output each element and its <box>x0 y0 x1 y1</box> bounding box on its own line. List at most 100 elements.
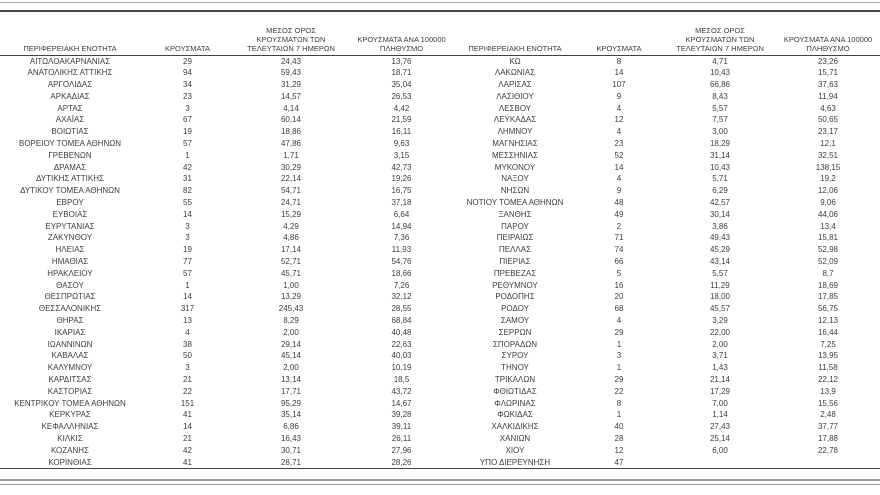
avg7-cell: 17,71 <box>280 386 302 396</box>
table-row: ΗΜΑΘΙΑΣ 77 52,71 54,76 <box>0 256 456 268</box>
avg7-cell: 30,14 <box>709 209 731 219</box>
avg7-cell: 31,14 <box>709 150 731 160</box>
avg7-cell: 11,29 <box>710 280 730 290</box>
region-cell: ΓΡΕΒΕΝΩΝ <box>48 150 92 160</box>
cases-cell: 38 <box>183 339 192 349</box>
avg7-cell: 30,71 <box>280 445 302 455</box>
table-row: ΛΕΥΚΑΔΑΣ 12 7,57 50,65 <box>456 114 880 126</box>
region-cell: ΙΚΑΡΙΑΣ <box>54 327 86 337</box>
column-header-region: ΠΕΡΙΦΕΡΕΙΑΚΗ ΕΝΟΤΗΤΑ <box>0 13 140 56</box>
table-row: ΛΑΣΙΘΙΟΥ 9 8,43 11,94 <box>456 91 880 103</box>
per100k-cell: 23,26 <box>817 56 839 66</box>
cases-cell: 23 <box>614 139 624 149</box>
column-header-per-100000: ΚΡΟΥΣΜΑΤΑ ΑΝΑ 100000 ΠΛΗΘΥΣΜΟ <box>347 13 456 56</box>
cases-cell: 41 <box>183 457 192 467</box>
avg7-cell: 22,00 <box>709 327 731 337</box>
column-header-per-100000: ΚΡΟΥΣΜΑΤΑ ΑΝΑ 100000 ΠΛΗΘΥΣΜΟ <box>776 13 880 56</box>
per100k-cell: 40,03 <box>391 351 412 361</box>
table-row: ΠΑΡΟΥ 2 3,86 13,4 <box>456 221 880 233</box>
table-row: ΘΕΣΣΑΛΟΝΙΚΗΣ 317 245,43 28,55 <box>0 303 456 315</box>
cases-cell: 14 <box>614 162 624 172</box>
table-row: ΚΕΝΤΡΙΚΟΥ ΤΟΜΕΑ ΑΘΗΝΩΝ 151 95,29 14,67 <box>0 398 456 410</box>
region-cell: ΡΕΘΥΜΝΟΥ <box>492 280 538 290</box>
table-row: ΛΕΣΒΟΥ 4 5,57 4,63 <box>456 103 880 115</box>
region-cell: ΘΕΣΠΡΩΤΙΑΣ <box>44 292 96 302</box>
table-row: ΧΑΛΚΙΔΙΚΗΣ 40 27,43 37,77 <box>456 421 880 433</box>
cases-cell: 8 <box>616 398 622 408</box>
per100k-cell: 12,13 <box>817 316 839 326</box>
region-cell: ΥΠΟ ΔΙΕΡΕΥΝΗΣΗ <box>479 457 551 467</box>
table-row: ΚΑΣΤΟΡΙΑΣ 22 17,71 43,72 <box>0 386 456 398</box>
table-row: ΦΩΚΙΔΑΣ 1 1,14 2,48 <box>456 409 880 421</box>
region-cell: ΗΡΑΚΛΕΙΟΥ <box>47 268 93 278</box>
table-row: ΑΡΤΑΣ 3 4,14 4,42 <box>0 103 456 115</box>
cases-cell: 2 <box>616 221 622 231</box>
avg7-cell: 1,43 <box>712 363 728 373</box>
per100k-cell: 28,55 <box>391 304 412 314</box>
cases-cell: 9 <box>616 91 622 101</box>
table-row: ΥΠΟ ΔΙΕΡΕΥΝΗΣΗ 47 <box>456 457 880 469</box>
avg7-cell: 3,00 <box>712 127 728 137</box>
avg7-cell: 1,71 <box>283 150 299 160</box>
table-row: ΜΥΚΟΝΟΥ 14 10,43 138,15 <box>456 162 880 174</box>
avg7-cell: 24,43 <box>280 56 302 66</box>
per100k-cell: 22,12 <box>817 375 839 385</box>
cases-cell: 34 <box>183 80 192 90</box>
table-body: ΑΙΤΩΛΟΑΚΑΡΝΑΝΙΑΣ 29 24,43 13,76 ΑΝΑΤΟΛΙΚΗΣ Α… <box>0 55 456 469</box>
avg7-cell: 5,57 <box>712 103 728 113</box>
cases-cell: 29 <box>614 327 624 337</box>
cases-cell: 9 <box>616 186 622 196</box>
region-cell: ΡΟΔΟΠΗΣ <box>495 292 535 302</box>
region-cell: ΛΕΥΚΑΔΑΣ <box>493 115 537 125</box>
cases-cell: 317 <box>180 304 195 314</box>
table-row: ΙΩΑΝΝΙΝΩΝ 38 29,14 22,63 <box>0 339 456 351</box>
per100k-cell: 19,2 <box>820 174 836 184</box>
table-row: ΞΑΝΘΗΣ 49 30,14 44,06 <box>456 209 880 221</box>
avg7-cell: 95,29 <box>280 398 302 408</box>
cases-cell: 14 <box>614 68 624 78</box>
table-row: ΡΟΔΟΥ 68 45,57 56,75 <box>456 303 880 315</box>
table-row: ΣΠΟΡΑΔΩΝ 1 2,00 7,25 <box>456 339 880 351</box>
region-cell: ΚΙΛΚΙΣ <box>57 434 83 443</box>
avg7-cell: 18,29 <box>709 139 731 149</box>
tables-area: ΠΕΡΙΦΕΡΕΙΑΚΗ ΕΝΟΤΗΤΑ ΚΡΟΥΣΜΑΤΑ ΜΕΣΟΣ ΟΡΟ… <box>0 13 880 470</box>
per100k-cell: 13,95 <box>817 351 839 361</box>
per100k-cell: 15,81 <box>817 233 839 243</box>
per100k-cell: 9,63 <box>393 139 410 149</box>
cases-cell: 50 <box>183 351 192 361</box>
per100k-cell: 22,63 <box>391 339 412 349</box>
region-cell: ΘΕΣΣΑΛΟΝΙΚΗΣ <box>38 304 102 314</box>
cases-cell: 71 <box>614 233 624 243</box>
cases-cell: 12 <box>614 115 624 125</box>
avg7-cell: 45,29 <box>709 245 731 255</box>
cases-cell: 3 <box>185 233 190 243</box>
per100k-cell: 42,73 <box>391 162 412 172</box>
cases-cell: 66 <box>614 257 624 267</box>
table-row: ΤΗΝΟΥ 1 1,43 11,58 <box>456 362 880 374</box>
per100k-cell: 4,42 <box>393 103 410 113</box>
per100k-cell: 50,65 <box>817 115 839 125</box>
table-row: ΡΕΘΥΜΝΟΥ 16 11,29 18,69 <box>456 280 880 292</box>
per100k-cell: 12,06 <box>817 186 839 196</box>
table-row: ΕΥΒΟΙΑΣ 14 15,29 6,64 <box>0 209 456 221</box>
table-row: ΝΗΣΩΝ 9 6,29 12,06 <box>456 185 880 197</box>
region-cell: ΚΕΦΑΛΛΗΝΙΑΣ <box>41 422 99 432</box>
cases-cell: 4 <box>616 174 622 184</box>
per100k-cell: 3,15 <box>393 150 410 160</box>
avg7-cell: 18,86 <box>280 127 302 137</box>
region-cell: ΡΟΔΟΥ <box>501 304 529 314</box>
per100k-cell: 18,71 <box>391 68 412 78</box>
avg7-cell: 7,57 <box>712 115 728 125</box>
table-header-row: ΠΕΡΙΦΕΡΕΙΑΚΗ ΕΝΟΤΗΤΑ ΚΡΟΥΣΜΑΤΑ ΜΕΣΟΣ ΟΡΟ… <box>456 13 880 56</box>
table-row: ΑΡΚΑΔΙΑΣ 23 14,57 26,53 <box>0 91 456 103</box>
cases-cell: 12 <box>614 445 624 455</box>
table-row: ΒΟΡΕΙΟΥ ΤΟΜΕΑ ΑΘΗΝΩΝ 57 47,86 9,63 <box>0 138 456 150</box>
region-cell: ΧΙΟΥ <box>505 445 525 455</box>
avg7-cell: 52,71 <box>280 257 302 267</box>
per100k-cell: 52,98 <box>817 245 839 255</box>
region-cell: ΔΡΑΜΑΣ <box>53 162 87 172</box>
region-cell: ΝΑΞΟΥ <box>501 174 529 184</box>
column-header-region: ΠΕΡΙΦΕΡΕΙΑΚΗ ΕΝΟΤΗΤΑ <box>456 13 574 56</box>
region-cell: ΑΡΤΑΣ <box>57 103 83 113</box>
table-row: ΚΑΒΑΛΑΣ 50 45,14 40,03 <box>0 350 456 362</box>
